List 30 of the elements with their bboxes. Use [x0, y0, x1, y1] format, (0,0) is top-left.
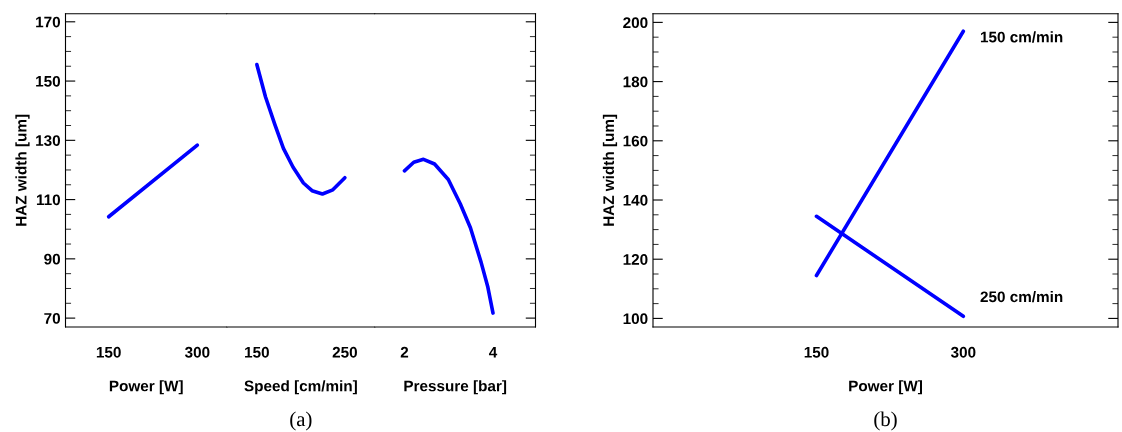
y-tick-label: 200 [623, 17, 648, 29]
y-tick-label: 170 [36, 16, 61, 28]
x-tick-label: 150 [245, 346, 269, 358]
x-tick-label: 300 [184, 346, 210, 358]
x-tick-label: 150 [96, 346, 121, 358]
y-tick-label: 150 [36, 75, 61, 87]
y-tick-label: 110 [36, 194, 61, 206]
y-tick-label: 160 [623, 135, 648, 147]
x-axis-title: Power [W] [109, 380, 183, 395]
y-tick-label: 100 [623, 313, 648, 325]
y-tick-label: 130 [36, 135, 61, 147]
x-axis-title: Power [W] [849, 380, 922, 395]
y-axis-title: HAZ width [um] [15, 114, 30, 226]
y-tick-label: 180 [623, 76, 648, 88]
x-tick-label: 4 [488, 347, 498, 358]
text: (a) [290, 411, 312, 431]
y-tick-label: 120 [623, 254, 648, 265]
y-tick-label: 140 [623, 194, 648, 206]
series-label: 250 cm/min [980, 290, 1063, 303]
x-axis-title: Pressure [bar] [404, 380, 507, 395]
text: (b) [874, 411, 897, 431]
x-tick-label: 250 [332, 346, 357, 358]
y-axis-title: HAZ width [um] [602, 114, 618, 226]
x-axis-title: Speed [cm/min] [244, 380, 357, 395]
x-tick-label: 2 [400, 346, 409, 358]
y-tick-label: 90 [44, 253, 61, 265]
series-label: 150 cm/min [980, 31, 1063, 43]
x-tick-label: 150 [804, 346, 829, 358]
y-tick-label: 70 [44, 312, 61, 324]
x-tick-label: 300 [950, 346, 976, 358]
